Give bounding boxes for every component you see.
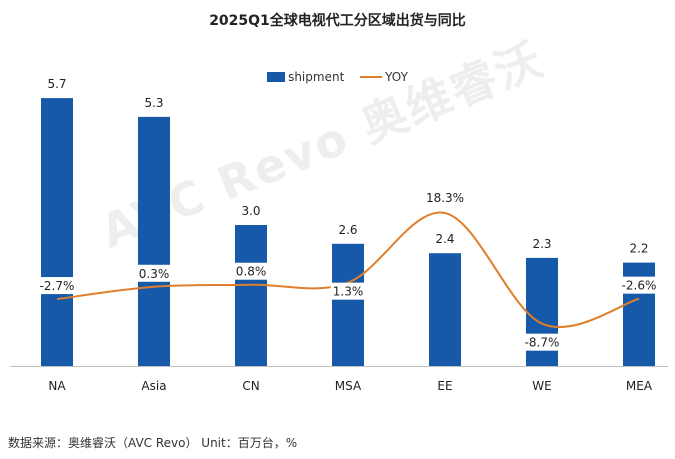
legend-item-yoy: YOY xyxy=(360,70,408,84)
yoy-label-bg-MEA xyxy=(618,276,660,294)
x-tick-Asia: Asia xyxy=(141,379,166,393)
legend-label-yoy: YOY xyxy=(385,69,408,84)
bar-EE xyxy=(429,253,461,366)
yoy-label-bg-Asia xyxy=(136,264,172,282)
bar-label-EE: 2.4 xyxy=(435,232,454,246)
yoy-label-EE: 18.3% xyxy=(426,191,464,205)
x-tick-EE: EE xyxy=(437,379,452,393)
bar-CN xyxy=(235,225,267,366)
yoy-line xyxy=(56,211,640,329)
legend: shipment YOY xyxy=(0,69,675,84)
bar-label-WE: 2.3 xyxy=(532,237,551,251)
yoy-label-bg-CN xyxy=(233,262,269,280)
x-tick-NA: NA xyxy=(48,379,66,393)
yoy-label-bg-WE xyxy=(521,333,563,351)
x-tick-CN: CN xyxy=(242,379,259,393)
x-tick-MEA: MEA xyxy=(626,379,653,393)
chart-canvas: 5.7 NA 5.3 Asia 3.0 CN 2.6 MSA 2.4 EE 2.3 WE 2.2 MEA -… xyxy=(10,77,668,393)
yoy-label-NA: -2.7% xyxy=(40,279,75,293)
bar-label-CN: 3.0 xyxy=(241,204,260,218)
yoy-label-WE: -8.7% xyxy=(525,336,560,350)
yoy-label-bg-NA xyxy=(36,277,78,295)
bar-Asia xyxy=(138,116,170,367)
bar-label-MSA: 2.6 xyxy=(338,223,357,237)
legend-label-shipment: shipment xyxy=(288,69,345,84)
yoy-label-bg-MSA xyxy=(330,282,366,300)
bar-label-MEA: 2.2 xyxy=(629,242,648,256)
legend-item-shipment: shipment xyxy=(267,70,344,84)
legend-swatch-yoy xyxy=(360,76,383,78)
source-note: 数据来源：奥维睿沃（AVC Revo） Unit：百万台，% xyxy=(8,436,298,450)
chart-title: 2025Q1全球电视代工分区域出货与同比 xyxy=(209,13,466,29)
yoy-label-bg-EE xyxy=(424,188,466,206)
legend-swatch-shipment xyxy=(267,72,286,82)
bar-label-NA: 5.7 xyxy=(47,77,66,91)
yoy-label-MEA: -2.6% xyxy=(622,279,657,293)
yoy-label-MSA: 1.3% xyxy=(333,285,364,299)
bar-label-Asia: 5.3 xyxy=(144,96,163,110)
x-tick-MSA: MSA xyxy=(335,379,362,393)
bar-MSA xyxy=(332,243,364,366)
x-tick-WE: WE xyxy=(532,379,551,393)
bar-NA xyxy=(41,98,73,366)
yoy-label-CN: 0.8% xyxy=(236,265,267,279)
yoy-label-Asia: 0.3% xyxy=(139,267,170,281)
